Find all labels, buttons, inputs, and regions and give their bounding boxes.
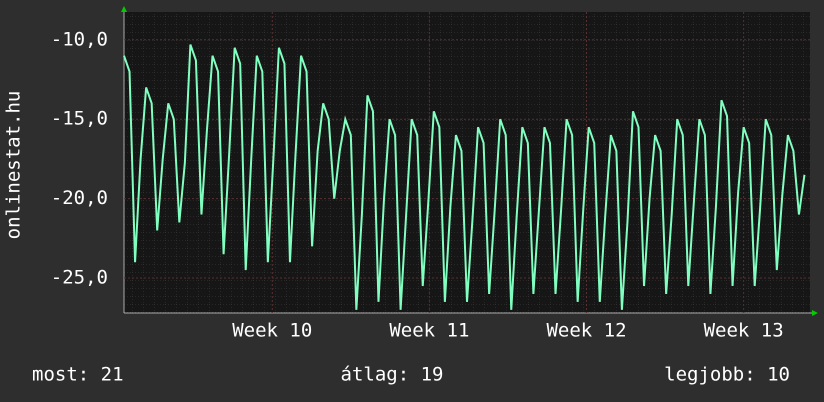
data-line xyxy=(123,44,806,310)
stat-best: legjobb: 10 xyxy=(664,364,790,386)
x-tick-label: Week 11 xyxy=(389,320,469,342)
x-tick-label: Week 10 xyxy=(232,320,312,342)
y-tick-label: -15,0 xyxy=(51,108,108,130)
y-tick-label: -10,0 xyxy=(51,28,108,50)
x-axis-arrow xyxy=(812,310,818,316)
y-tick-label: -20,0 xyxy=(51,187,108,209)
y-tick-label: -25,0 xyxy=(51,267,108,289)
stat-now: most: 21 xyxy=(32,364,124,386)
x-tick-label: Week 13 xyxy=(704,320,784,342)
y-axis-arrow xyxy=(121,6,127,12)
x-tick-label: Week 12 xyxy=(546,320,626,342)
y-axis-label: onlinestat.hu xyxy=(3,91,25,240)
stat-average: átlag: 19 xyxy=(341,364,444,386)
plot-area xyxy=(124,12,810,313)
